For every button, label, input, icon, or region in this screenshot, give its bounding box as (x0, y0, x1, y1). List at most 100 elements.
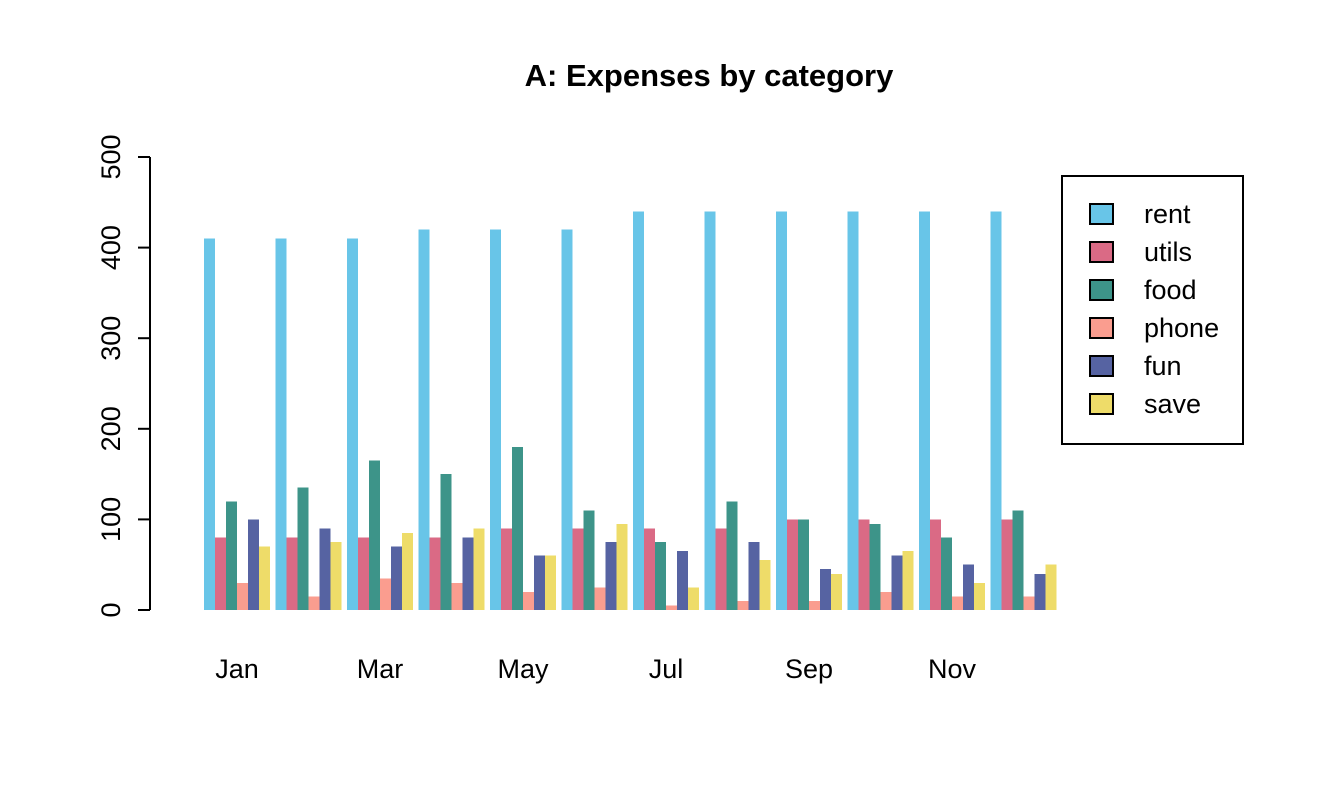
bar-food-dec (1012, 510, 1024, 610)
x-tick-label-nov: Nov (928, 654, 977, 684)
bar-save-dec (1045, 564, 1057, 610)
bar-phone-jan (237, 582, 248, 610)
food-swatch-icon (1089, 279, 1114, 301)
bar-save-may (545, 555, 556, 610)
bar-fun-jun (605, 542, 617, 610)
legend-item-phone: phone (1089, 312, 1242, 343)
bar-food-nov (941, 537, 952, 610)
legend: rent utils food phone fun save (1061, 175, 1244, 445)
bar-utils-may (501, 528, 512, 610)
bar-fun-jul (677, 551, 688, 610)
bar-food-feb (297, 487, 309, 610)
bar-rent-may (490, 229, 501, 611)
bar-fun-apr (462, 537, 474, 610)
bar-rent-aug (704, 211, 716, 611)
bar-phone-mar (380, 578, 391, 610)
bar-fun-dec (1034, 573, 1046, 610)
bar-fun-aug (748, 542, 760, 610)
bar-rent-jul (633, 211, 644, 611)
bar-save-jul (688, 587, 699, 610)
bar-phone-feb (308, 596, 320, 610)
bar-utils-feb (286, 537, 298, 610)
bar-save-aug (759, 560, 771, 610)
legend-label-save: save (1144, 388, 1202, 419)
legend-label-utils: utils (1144, 236, 1193, 267)
bar-rent-sep (776, 211, 787, 611)
bar-phone-dec (1023, 596, 1035, 610)
bar-rent-dec (990, 211, 1002, 611)
bar-utils-jun (572, 528, 584, 610)
bar-food-jan (226, 501, 237, 610)
legend-item-food: food (1089, 274, 1242, 305)
bar-rent-apr (418, 229, 430, 611)
bar-save-feb (330, 542, 342, 610)
bar-rent-jun (561, 229, 573, 611)
y-tick-label: 500 (96, 134, 126, 179)
bar-food-jun (583, 510, 595, 610)
rent-swatch-icon (1089, 203, 1114, 225)
x-tick-label-mar: Mar (357, 654, 404, 684)
bar-phone-nov (952, 596, 963, 610)
bar-save-sep (831, 573, 842, 610)
x-tick-label-sep: Sep (785, 654, 833, 684)
bar-save-jan (259, 546, 270, 610)
x-tick-label-jul: Jul (649, 654, 684, 684)
y-tick-label: 300 (96, 316, 126, 361)
bar-food-mar (369, 460, 380, 610)
bar-utils-jan (215, 537, 226, 610)
bar-rent-mar (347, 238, 358, 611)
legend-label-rent: rent (1144, 198, 1191, 229)
bar-save-oct (902, 551, 914, 610)
chart-title: A: Expenses by category (524, 58, 894, 93)
phone-swatch-icon (1089, 317, 1114, 339)
bar-food-oct (869, 523, 881, 610)
legend-label-fun: fun (1144, 350, 1182, 381)
legend-item-utils: utils (1089, 236, 1242, 267)
legend-label-phone: phone (1144, 312, 1220, 343)
x-tick-label-jan: Jan (215, 654, 259, 684)
bar-utils-dec (1001, 519, 1013, 610)
bar-rent-oct (847, 211, 859, 611)
bar-utils-aug (715, 528, 727, 610)
y-tick-label: 400 (96, 225, 126, 270)
bar-food-may (512, 446, 523, 610)
bar-utils-oct (858, 519, 870, 610)
x-tick-label-may: May (497, 654, 549, 684)
bar-phone-may (523, 591, 534, 610)
bar-utils-apr (429, 537, 441, 610)
bar-utils-sep (787, 519, 798, 610)
bar-fun-may (534, 555, 545, 610)
y-tick-label: 200 (96, 406, 126, 451)
bar-save-jun (616, 523, 628, 610)
bar-food-jul (655, 542, 666, 610)
bar-utils-nov (930, 519, 941, 610)
bar-phone-sep (809, 600, 820, 610)
bar-fun-mar (391, 546, 402, 610)
bar-rent-feb (275, 238, 287, 611)
y-tick-label: 100 (96, 497, 126, 542)
bar-save-nov (974, 582, 985, 610)
legend-item-rent: rent (1089, 198, 1242, 229)
bar-food-apr (440, 474, 452, 610)
bar-utils-jul (644, 528, 655, 610)
legend-item-fun: fun (1089, 350, 1242, 381)
bar-food-aug (726, 501, 738, 610)
legend-item-save: save (1089, 388, 1242, 419)
bar-fun-jan (248, 519, 259, 610)
bar-food-sep (798, 519, 809, 610)
save-swatch-icon (1089, 393, 1114, 415)
bar-phone-jun (594, 587, 606, 610)
bar-fun-sep (820, 569, 831, 610)
bar-fun-feb (319, 528, 331, 610)
bar-utils-mar (358, 537, 369, 610)
bar-phone-jul (666, 605, 677, 610)
fun-swatch-icon (1089, 355, 1114, 377)
bar-rent-jan (204, 238, 215, 611)
bar-fun-oct (891, 555, 903, 610)
bar-fun-nov (963, 564, 974, 610)
bar-phone-apr (451, 582, 463, 610)
legend-label-food: food (1144, 274, 1197, 305)
bar-save-mar (402, 532, 413, 610)
